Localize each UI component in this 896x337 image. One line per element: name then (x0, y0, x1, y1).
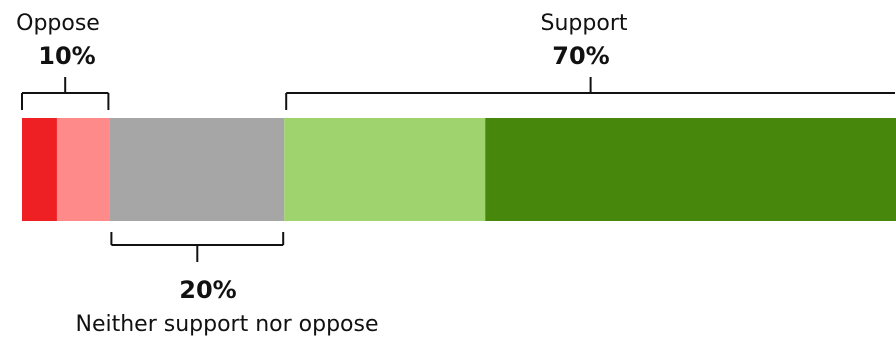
bar-segment-strongly-oppose (22, 118, 57, 221)
neither-percent: 20% (179, 276, 236, 304)
bar-segments (22, 118, 896, 221)
bar-segment-somewhat-oppose (56, 118, 110, 221)
bar-segment-strongly-support (485, 118, 896, 221)
oppose-percent: 10% (38, 42, 95, 70)
group-brackets (21, 77, 895, 262)
support-percent: 70% (552, 42, 609, 70)
bar-segment-neither (109, 118, 285, 221)
support-label: Support (541, 11, 628, 36)
bar-segment-somewhat-support (284, 118, 486, 221)
oppose-label: Oppose (16, 11, 100, 36)
neither-label: Neither support nor oppose (76, 312, 379, 337)
